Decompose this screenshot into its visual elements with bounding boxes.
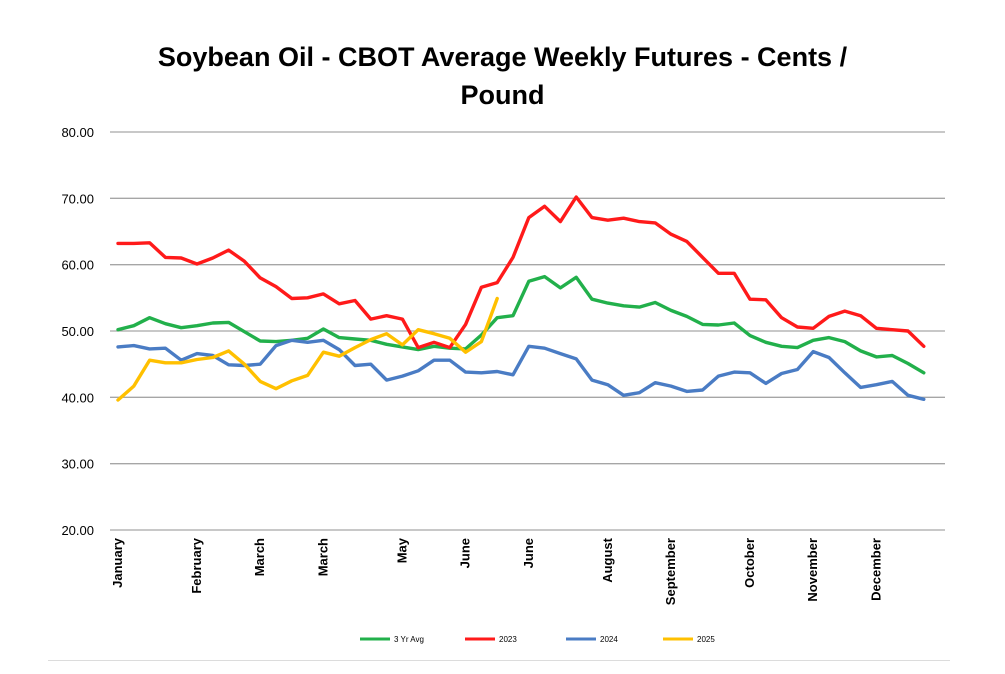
x-tick-label: December — [868, 538, 883, 601]
x-tick-label: February — [189, 537, 204, 593]
y-tick-label: 60.00 — [61, 258, 94, 273]
x-tick-label: November — [805, 538, 820, 602]
bottom-divider — [48, 660, 950, 661]
legend-label: 2023 — [499, 635, 517, 644]
y-tick-label: 50.00 — [61, 324, 94, 339]
x-axis-tick-labels: January February March March May June June Augu… — [110, 537, 883, 605]
legend-label: 2025 — [697, 635, 715, 644]
x-tick-label: June — [458, 538, 473, 568]
x-tick-label: October — [742, 538, 757, 588]
series-line-3 — [116, 296, 499, 402]
x-tick-label: September — [663, 538, 678, 605]
y-tick-label: 70.00 — [61, 191, 94, 206]
legend-item: 2025 — [663, 635, 715, 644]
legend: 3 Yr Avg 2023 2024 2025 — [360, 635, 715, 644]
x-tick-label: March — [315, 538, 330, 576]
y-tick-label: 20.00 — [61, 523, 94, 538]
series-line-0 — [116, 274, 926, 375]
legend-item: 2024 — [566, 635, 618, 644]
series-lines — [116, 195, 926, 402]
gridlines — [110, 131, 945, 531]
series-line-1 — [116, 195, 926, 350]
legend-item: 2023 — [465, 635, 517, 644]
chart-title: Soybean Oil - CBOT Average Weekly Future… — [0, 38, 1005, 114]
y-tick-label: 40.00 — [61, 390, 94, 405]
chart-title-line-2: Pound — [460, 80, 545, 110]
x-tick-label: January — [110, 537, 125, 588]
y-tick-label: 80.00 — [61, 125, 94, 140]
legend-label: 3 Yr Avg — [394, 635, 424, 644]
x-tick-label: March — [252, 538, 267, 576]
y-tick-label: 30.00 — [61, 457, 94, 472]
x-tick-label: August — [600, 537, 615, 582]
chart-title-line-1: Soybean Oil - CBOT Average Weekly Future… — [157, 42, 848, 72]
x-tick-label: May — [394, 537, 409, 563]
y-axis-tick-labels: 20.00 30.00 40.00 50.00 60.00 70.00 80.00 — [61, 125, 94, 538]
legend-label: 2024 — [600, 635, 618, 644]
legend-item: 3 Yr Avg — [360, 635, 424, 644]
x-tick-label: June — [521, 538, 536, 568]
series-line-2 — [116, 338, 926, 401]
